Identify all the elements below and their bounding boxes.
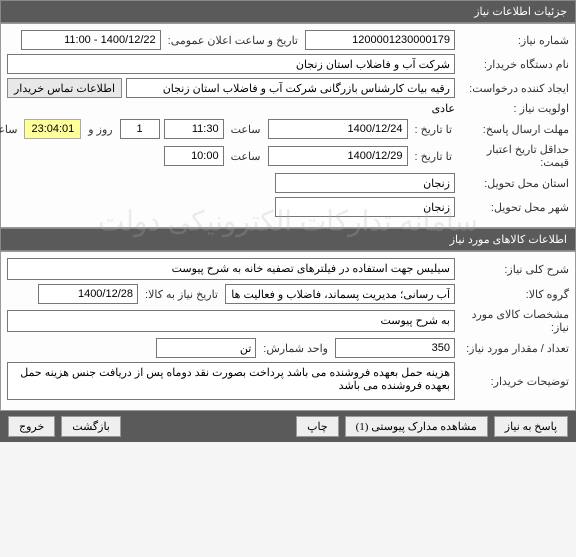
deliv-prov-input[interactable] xyxy=(275,173,455,193)
need-date-input[interactable] xyxy=(38,284,138,304)
announce-label: تاریخ و ساعت اعلان عمومی: xyxy=(165,34,301,47)
spec-label: مشخصات کالای مورد نیاز: xyxy=(459,308,569,334)
remain-label: ساعت باقی مانده xyxy=(0,123,20,136)
buyer-label: نام دستگاه خریدار: xyxy=(459,58,569,71)
group-input[interactable] xyxy=(225,284,455,304)
priority-label: اولویت نیاز : xyxy=(459,102,569,115)
unit-input[interactable] xyxy=(156,338,256,358)
need-no-input[interactable] xyxy=(305,30,455,50)
buyer-note-label: توضیحات خریدار: xyxy=(459,375,569,388)
resp-deadline-label: مهلت ارسال پاسخ: xyxy=(459,123,569,136)
details-form: شماره نیاز: تاریخ و ساعت اعلان عمومی: نا… xyxy=(0,23,576,228)
to-date-label-1: تا تاریخ : xyxy=(412,123,455,136)
group-label: گروه کالا: xyxy=(459,288,569,301)
resp-date-input[interactable] xyxy=(268,119,408,139)
countdown-box: 23:04:01 xyxy=(24,119,81,139)
deliv-city-label: شهر محل تحویل: xyxy=(459,201,569,214)
announce-input[interactable] xyxy=(21,30,161,50)
qty-label: تعداد / مقدار مورد نیاز: xyxy=(459,342,569,355)
price-time-input[interactable] xyxy=(164,146,224,166)
desc-textarea[interactable]: سیلیس جهت استفاده در فیلترهای تصفیه خانه… xyxy=(7,258,455,280)
qty-input[interactable] xyxy=(335,338,455,358)
price-valid-label: حداقل تاریخ اعتبار قیمت: xyxy=(459,143,569,169)
time-label-2: ساعت xyxy=(228,150,264,163)
contact-buyer-button[interactable]: اطلاعات تماس خریدار xyxy=(7,78,122,98)
goods-form: شرح کلی نیاز: سیلیس جهت استفاده در فیلتر… xyxy=(0,251,576,411)
back-button[interactable]: بازگشت xyxy=(61,416,121,437)
days-label: روز و xyxy=(85,123,115,136)
attachments-button[interactable]: مشاهده مدارک پیوستی (1) xyxy=(345,416,488,437)
to-date-label-2: تا تاریخ : xyxy=(412,150,455,163)
unit-label: واحد شمارش: xyxy=(260,342,331,355)
deliv-city-input[interactable] xyxy=(275,197,455,217)
section-header-goods: اطلاعات کالاهای مورد نیاز xyxy=(0,228,576,251)
buyer-note-textarea[interactable]: هزینه حمل بعهده فروشنده می باشد پرداخت ب… xyxy=(7,362,455,400)
creator-input[interactable] xyxy=(126,78,455,98)
buyer-input[interactable] xyxy=(7,54,455,74)
spec-textarea[interactable]: به شرح پیوست xyxy=(7,310,455,332)
section-header-details: جزئیات اطلاعات نیاز xyxy=(0,0,576,23)
deliv-prov-label: استان محل تحویل: xyxy=(459,177,569,190)
need-date-label: تاریخ نیاز به کالا: xyxy=(142,288,221,301)
price-date-input[interactable] xyxy=(268,146,408,166)
exit-button[interactable]: خروج xyxy=(8,416,55,437)
days-input[interactable] xyxy=(120,119,160,139)
respond-button[interactable]: پاسخ به نیاز xyxy=(494,416,568,437)
time-label-1: ساعت xyxy=(228,123,264,136)
need-no-label: شماره نیاز: xyxy=(459,34,569,47)
desc-label: شرح کلی نیاز: xyxy=(459,263,569,276)
footer-bar: پاسخ به نیاز مشاهده مدارک پیوستی (1) چاپ… xyxy=(0,411,576,442)
resp-time-input[interactable] xyxy=(164,119,224,139)
print-button[interactable]: چاپ xyxy=(296,416,339,437)
creator-label: ایجاد کننده درخواست: xyxy=(459,82,569,95)
priority-value: عادی xyxy=(432,102,455,115)
